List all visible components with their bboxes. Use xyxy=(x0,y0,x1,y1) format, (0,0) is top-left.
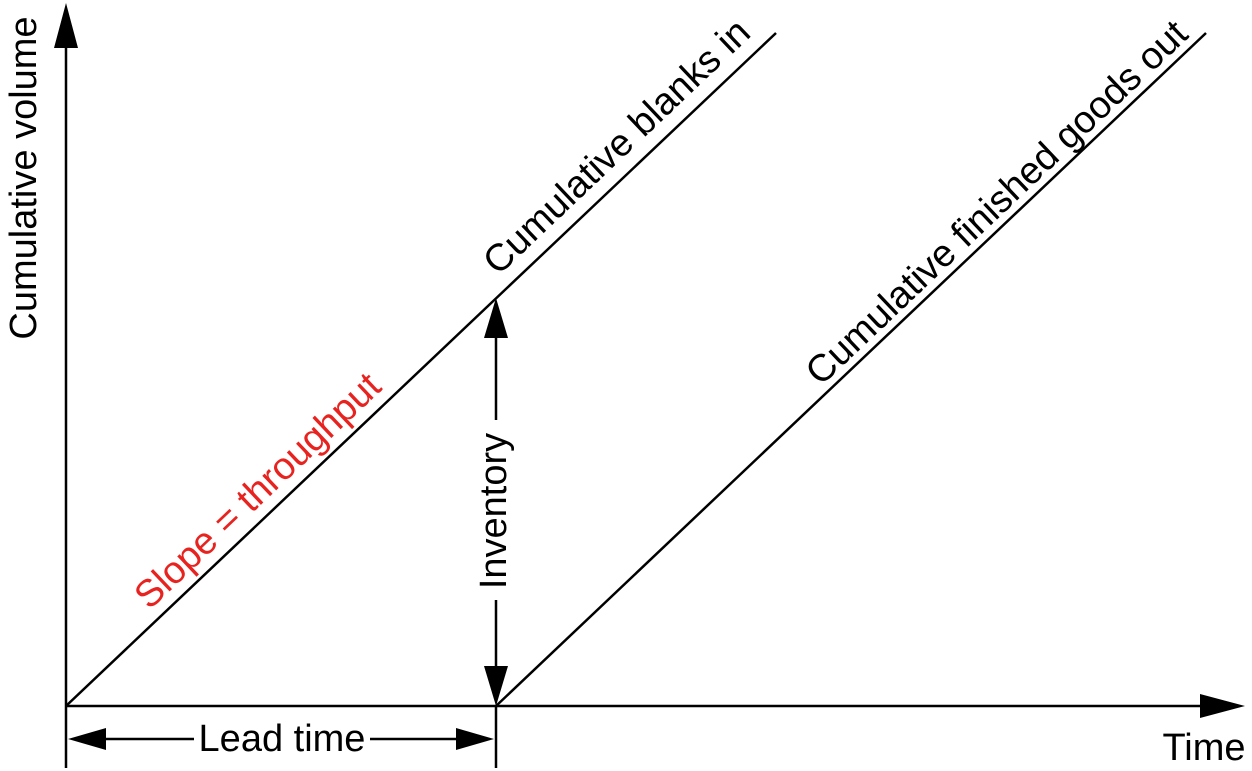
cumulative-blanks-in-line xyxy=(65,32,777,707)
inventory-arrow-up-icon xyxy=(484,298,508,338)
lead-time-arrow-left-icon xyxy=(68,728,106,750)
x-axis-arrow-icon xyxy=(1200,694,1245,718)
inventory-arrow-down-icon xyxy=(484,666,508,706)
lead-time-arrow-right-icon xyxy=(456,728,494,750)
y-axis-arrow-icon xyxy=(54,3,78,48)
inventory-label: Inventory xyxy=(473,433,515,589)
lower-line-label: Cumulative finished goods out xyxy=(798,12,1197,393)
cumulative-finished-goods-out-line xyxy=(495,32,1207,707)
upper-line-label: Cumulative blanks in xyxy=(475,11,758,283)
x-axis-label: Time xyxy=(1162,727,1245,769)
y-axis-label: Cumulative volume xyxy=(3,16,45,339)
slope-label: Slope = throughput xyxy=(127,365,390,618)
lead-time-label: Lead time xyxy=(199,718,366,760)
